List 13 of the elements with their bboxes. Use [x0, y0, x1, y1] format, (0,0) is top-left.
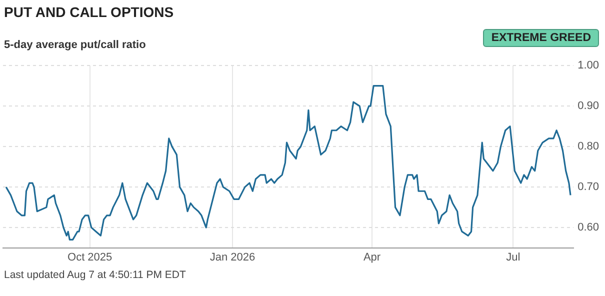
chart-title: PUT AND CALL OPTIONS	[4, 4, 174, 20]
text: EXTREME GREED	[483, 29, 599, 47]
x-tick-label: Jan 2026	[210, 251, 256, 264]
chart-subtitle: 5-day average put/call ratio	[4, 39, 146, 51]
x-tick-label: Jul	[506, 251, 520, 264]
y-tick-label: 0.60	[578, 222, 600, 234]
y-tick-label: 0.90	[578, 100, 600, 112]
y-tick-label: 1.00	[578, 60, 600, 72]
y-tick-label: 0.70	[578, 181, 600, 194]
text: Last updated Aug 7 at 4:50:11 PM EDT	[4, 269, 186, 281]
x-tick-label: Apr	[363, 251, 381, 264]
x-tick-label: Oct 2025	[68, 251, 112, 264]
y-tick-label: 0.80	[578, 140, 600, 153]
